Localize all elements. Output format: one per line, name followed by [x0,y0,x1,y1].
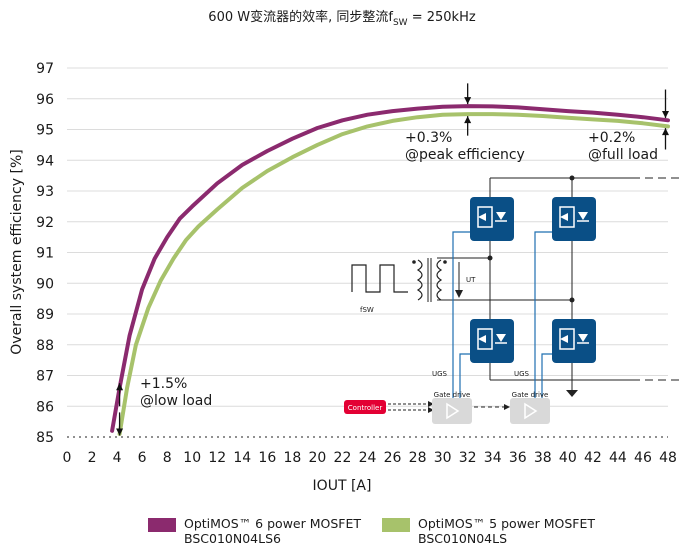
x-tick-label: 20 [309,450,327,466]
annotation-peak-value: +0.3% [405,130,452,146]
transformer-icon [412,258,447,302]
annotation-peak-label: @peak efficiency [405,147,525,163]
ut-label: UT [466,276,476,284]
series-line-optimos6 [110,104,670,433]
legend-label-optimos5: OptiMOS™ 5 power MOSFET [418,516,595,531]
x-tick-label: 26 [384,450,402,466]
x-tick-label: 32 [459,450,477,466]
x-tick-label: 12 [208,450,226,466]
y-tick-label: 97 [36,61,54,77]
annotation-full-load-value: +0.2% [588,130,635,146]
y-tick-label: 91 [36,246,54,262]
x-tick-label: 0 [63,450,72,466]
y-tick-labels: 85 86 87 88 89 90 91 92 93 94 95 96 97 [36,61,54,446]
y-tick-label: 95 [36,123,54,139]
y-tick-label: 92 [36,215,54,231]
x-tick-label: 36 [509,450,527,466]
x-tick-label: 38 [534,450,552,466]
mosfet-icon [552,197,596,241]
x-tick-label: 2 [88,450,97,466]
gate-drive-block [432,398,472,424]
mosfet-icon [470,319,514,363]
annotation-low-load-label: @low load [140,393,212,409]
x-tick-label: 8 [163,450,172,466]
x-tick-label: 10 [183,450,201,466]
y-tick-label: 96 [36,92,54,108]
x-tick-label: 16 [258,450,276,466]
legend-part-optimos6: BSC010N04LS6 [184,531,281,546]
gridlines [67,67,668,438]
x-tick-label: 44 [609,450,627,466]
annotation-full-load-label: @full load [588,147,658,163]
gate-drive-label: Gate drive [434,391,471,399]
x-tick-labels: 0 2 4 6 8 10 12 14 16 18 20 22 24 26 28 30 32 34 36 38 40 42 4… [63,450,677,466]
series-line-optimos5 [117,112,670,436]
ugs-label-right: UGS [514,370,530,378]
controller-label: Controller [348,404,383,412]
annotation-low-load-value: +1.5% [140,376,187,392]
y-tick-label: 90 [36,276,54,292]
x-tick-label: 28 [409,450,427,466]
x-tick-label: 4 [113,450,122,466]
x-tick-label: 14 [233,450,251,466]
y-axis-label: Overall system efficiency [%] [9,149,25,354]
y-tick-label: 93 [36,184,54,200]
chart-title: 600 W变流器的效率, 同步整流fSW = 250kHz [208,9,476,28]
y-tick-label: 94 [36,153,54,169]
annotation-arrows [116,83,669,436]
legend-part-optimos5: BSC010N04LS [418,531,508,546]
x-tick-label: 22 [334,450,352,466]
x-tick-label: 6 [138,450,147,466]
x-tick-label: 46 [634,450,652,466]
gate-drive-label: Gate drive [512,391,549,399]
legend-swatch-optimos5 [382,518,410,532]
x-tick-label: 48 [659,450,677,466]
y-tick-label: 85 [36,430,54,446]
mosfet-icon [552,319,596,363]
legend-item-optimos6: OptiMOS™ 6 power MOSFET BSC010N04LS6 [148,516,361,546]
x-tick-label: 18 [283,450,301,466]
y-tick-label: 89 [36,307,54,323]
gate-drive-block [510,398,550,424]
x-tick-label: 24 [359,450,377,466]
x-tick-label: 34 [484,450,502,466]
legend-swatch-optimos6 [148,518,176,532]
mosfet-icon [470,197,514,241]
x-tick-label: 40 [559,450,577,466]
controller-block [344,400,386,414]
x-tick-label: 30 [434,450,452,466]
x-tick-label: 42 [584,450,602,466]
x-axis-label: IOUT [A] [313,478,372,494]
series-lines [110,104,670,436]
y-tick-label: 87 [36,369,54,385]
circuit-schematic: UT fSW [344,175,680,424]
legend-label-optimos6: OptiMOS™ 6 power MOSFET [184,516,361,531]
y-tick-label: 86 [36,399,54,415]
ugs-label-left: UGS [432,370,448,378]
y-tick-label: 88 [36,338,54,354]
fsw-label: fSW [360,306,374,314]
legend-item-optimos5: OptiMOS™ 5 power MOSFET BSC010N04LS [382,516,595,546]
